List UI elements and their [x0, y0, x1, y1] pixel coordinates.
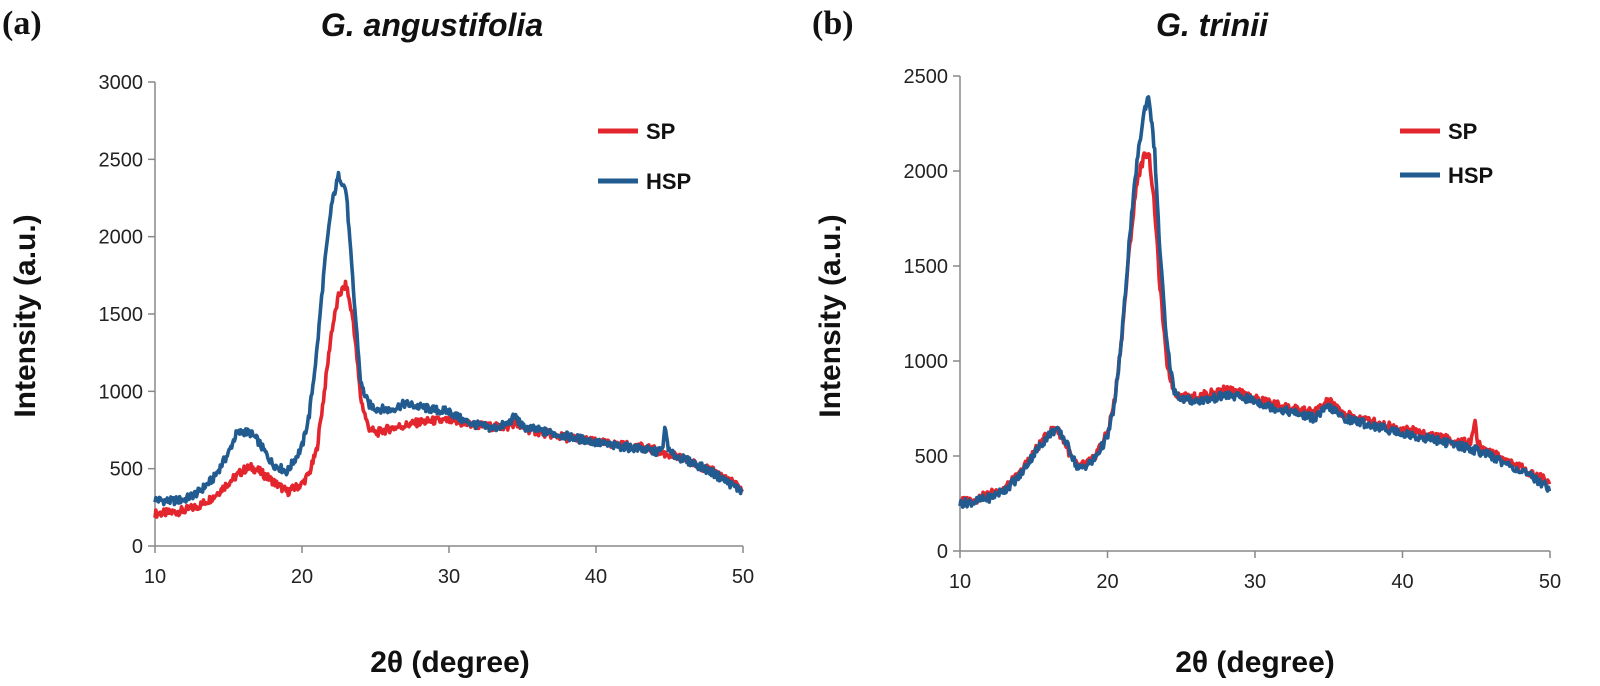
- x-tick-label: 40: [1391, 571, 1413, 593]
- legend-label-hsp: HSP: [646, 169, 691, 194]
- series-line-sp: [153, 279, 744, 519]
- y-tick-label: 1500: [904, 256, 949, 278]
- series-line-hsp: [153, 170, 744, 507]
- legend-label-hsp: HSP: [1448, 163, 1493, 188]
- x-tick-label: 10: [144, 566, 166, 588]
- legend-label-sp: SP: [646, 119, 675, 144]
- legend-label-sp: SP: [1448, 119, 1477, 144]
- x-tick-label: 50: [1539, 571, 1561, 593]
- y-tick-label: 2000: [904, 161, 949, 183]
- x-axis-label-a: 2θ (degree): [370, 646, 530, 679]
- x-tick-label: 30: [1244, 571, 1266, 593]
- y-tick-label: 0: [937, 541, 948, 563]
- y-tick-label: 2500: [99, 149, 144, 171]
- y-tick-label: 2000: [99, 227, 144, 249]
- y-tick-label: 1000: [904, 351, 949, 373]
- x-tick-label: 30: [438, 566, 460, 588]
- series-line-hsp: [958, 95, 1552, 509]
- y-axis-label-a: Intensity (a.u.): [9, 214, 42, 417]
- panel-a: (a) G. angustifolia Intensity (a.u.) 2θ …: [2, 5, 754, 679]
- chart-title-a: G. angustifolia: [321, 7, 543, 43]
- x-tick-label: 20: [291, 566, 313, 588]
- y-tick-label: 1000: [99, 381, 144, 403]
- panel-b: (b) G. trinii Intensity (a.u.) 2θ (degre…: [812, 5, 1561, 679]
- y-tick-label: 500: [110, 459, 143, 481]
- series-line-sp: [958, 151, 1552, 507]
- panel-label-b: (b): [812, 5, 854, 42]
- x-tick-label: 20: [1096, 571, 1118, 593]
- chart-title-b: G. trinii: [1156, 7, 1269, 43]
- x-axis-label-b: 2θ (degree): [1175, 646, 1335, 679]
- y-axis-label-b: Intensity (a.u.): [814, 214, 847, 417]
- y-tick-label: 2500: [904, 66, 949, 88]
- x-tick-label: 40: [585, 566, 607, 588]
- panel-label-a: (a): [2, 5, 42, 42]
- y-tick-label: 0: [132, 536, 143, 558]
- x-tick-label: 50: [732, 566, 754, 588]
- y-tick-label: 500: [915, 446, 948, 468]
- y-tick-label: 1500: [99, 304, 144, 326]
- y-tick-label: 3000: [99, 72, 144, 94]
- x-tick-label: 10: [949, 571, 971, 593]
